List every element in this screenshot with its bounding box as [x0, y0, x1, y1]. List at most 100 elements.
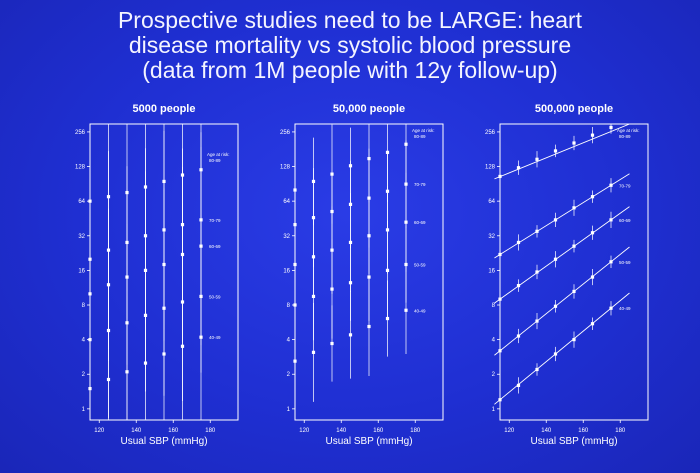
- data-point: [348, 240, 353, 245]
- y-tick-label: 16: [78, 268, 85, 274]
- data-point: [590, 322, 595, 326]
- title-line-2: disease mortality vs systolic blood pres…: [128, 32, 572, 58]
- y-tick-label: 128: [485, 165, 496, 171]
- x-tick-label: 140: [541, 428, 552, 434]
- title-line-1: Prospective studies need to be LARGE: he…: [117, 7, 583, 33]
- series-trend-line: [494, 173, 630, 259]
- data-point: [367, 324, 371, 329]
- x-tick-label: 120: [504, 428, 515, 434]
- y-tick-label: 4: [492, 338, 496, 344]
- data-point: [516, 383, 521, 387]
- y-tick-label: 64: [283, 199, 290, 205]
- data-point: [590, 133, 595, 137]
- data-point: [498, 174, 502, 179]
- series-trend-line: [494, 123, 630, 180]
- data-point: [609, 218, 613, 222]
- series-trend-line: [494, 292, 630, 405]
- data-point: [199, 335, 203, 339]
- data-point: [385, 316, 390, 321]
- y-tick-label: 32: [78, 234, 85, 240]
- x-tick-label: 140: [336, 428, 347, 434]
- data-point: [143, 361, 148, 365]
- data-point: [553, 149, 558, 153]
- data-point: [516, 283, 521, 288]
- data-point: [516, 240, 521, 245]
- data-point: [535, 319, 539, 323]
- y-tick-label: 32: [283, 234, 290, 240]
- y-tick-label: 4: [82, 338, 86, 344]
- data-point: [572, 338, 576, 342]
- x-axis-label: Usual SBP (mmHg): [530, 436, 617, 447]
- panel-title: 50,000 people: [333, 103, 405, 115]
- y-tick-label: 16: [488, 268, 495, 274]
- data-point: [553, 352, 558, 356]
- y-tick-label: 256: [485, 130, 496, 136]
- data-point: [572, 289, 576, 294]
- panel-title: 5000 people: [133, 103, 196, 115]
- data-point: [590, 195, 595, 199]
- series-label: 60-69: [619, 218, 631, 223]
- y-tick-label: 256: [75, 130, 86, 136]
- panel-title: 500,000 people: [535, 103, 613, 115]
- series-label: 70-79: [414, 182, 426, 187]
- data-point: [404, 220, 408, 224]
- x-tick-label: 120: [94, 428, 105, 434]
- data-point: [330, 287, 334, 291]
- data-point: [88, 387, 92, 391]
- y-tick-label: 1: [492, 407, 496, 413]
- y-tick-label: 2: [492, 372, 496, 378]
- chart-panel-500000: 500,000 people 1 2 4 8 16 32 64 128 256 120 140 160 1…: [485, 103, 649, 447]
- data-point: [553, 218, 558, 222]
- data-point: [590, 231, 595, 235]
- data-point: [553, 257, 558, 261]
- y-tick-label: 8: [82, 303, 86, 309]
- y-tick-label: 128: [280, 165, 291, 171]
- x-tick-label: 180: [205, 428, 216, 434]
- chart-panel-5000: 5000 people 1 2 4 8 16 32 64 128 256 120 140 160 180 U…: [75, 103, 239, 447]
- series-label: 70-79: [619, 183, 631, 188]
- data-point: [535, 367, 539, 372]
- data-point: [498, 297, 502, 301]
- chart-panel-50000: 50,000 people 1 2 4 8 16 32 64 128 256 120 140 160 18…: [280, 103, 444, 447]
- data-point: [553, 304, 558, 308]
- data-point: [535, 157, 539, 161]
- series-label: 40-49: [209, 335, 221, 340]
- title-line-3: (data from 1M people with 12y follow-up): [142, 57, 558, 83]
- series-trend-line: [494, 246, 630, 356]
- y-tick-label: 2: [287, 372, 291, 378]
- annotation-label: Age at risk:: [207, 152, 230, 157]
- x-axis-label: Usual SBP (mmHg): [120, 436, 207, 447]
- data-point: [311, 216, 316, 220]
- data-point: [348, 281, 353, 285]
- series-label: 40-49: [414, 308, 426, 313]
- x-tick-label: 180: [615, 428, 626, 434]
- data-point: [293, 262, 297, 267]
- data-point: [293, 359, 297, 363]
- y-tick-label: 4: [287, 338, 291, 344]
- y-tick-label: 2: [82, 372, 86, 378]
- data-point: [311, 350, 316, 354]
- x-tick-label: 160: [168, 428, 179, 434]
- data-point: [385, 150, 390, 154]
- data-point: [348, 333, 353, 337]
- series-label: 80-89: [414, 134, 426, 139]
- data-point: [180, 344, 185, 348]
- y-tick-label: 1: [82, 407, 86, 413]
- series-label: 60-69: [209, 244, 221, 249]
- y-tick-label: 16: [283, 268, 290, 274]
- y-tick-label: 256: [280, 130, 291, 136]
- x-tick-label: 120: [299, 428, 310, 434]
- y-tick-label: 128: [75, 165, 86, 171]
- x-tick-label: 180: [410, 428, 421, 434]
- data-point: [609, 125, 613, 130]
- series-label: 80-89: [209, 158, 221, 163]
- series-label: 80-89: [619, 134, 631, 139]
- series-label: 50-59: [414, 263, 426, 268]
- y-tick-label: 1: [287, 407, 291, 413]
- data-point: [330, 341, 334, 346]
- data-point: [498, 349, 502, 353]
- series-label: 70-79: [209, 218, 221, 223]
- data-point: [293, 303, 297, 307]
- annotation-label: Age at risk:: [617, 128, 640, 133]
- y-tick-label: 8: [287, 303, 291, 309]
